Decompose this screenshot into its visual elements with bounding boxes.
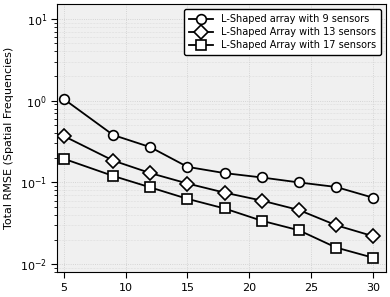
L-Shaped Array with 17 sensors [185,197,190,200]
L-Shaped Array with 13 sensors [148,171,152,175]
L-Shaped array with 9 sensors [222,171,227,175]
L-Shaped Array with 13 sensors [296,208,301,212]
Line: L-Shaped Array with 13 sensors: L-Shaped Array with 13 sensors [59,131,378,241]
L-Shaped Array with 17 sensors [61,157,66,160]
Y-axis label: Total RMSE (Spatial Frequencies): Total RMSE (Spatial Frequencies) [4,47,14,229]
L-Shaped array with 9 sensors [61,97,66,101]
L-Shaped array with 9 sensors [334,185,339,189]
L-Shaped Array with 17 sensors [259,219,264,222]
L-Shaped Array with 17 sensors [222,207,227,210]
L-Shaped array with 9 sensors [185,165,190,169]
Line: L-Shaped array with 9 sensors: L-Shaped array with 9 sensors [59,94,378,203]
L-Shaped Array with 13 sensors [111,159,115,162]
L-Shaped Array with 17 sensors [148,186,152,189]
L-Shaped array with 9 sensors [296,181,301,184]
L-Shaped Array with 17 sensors [296,228,301,232]
Legend: L-Shaped array with 9 sensors, L-Shaped Array with 13 sensors, L-Shaped Array wi: L-Shaped array with 9 sensors, L-Shaped … [184,9,381,55]
L-Shaped Array with 13 sensors [371,234,376,238]
L-Shaped Array with 13 sensors [222,191,227,195]
L-Shaped Array with 13 sensors [334,223,339,227]
L-Shaped Array with 13 sensors [185,182,190,185]
L-Shaped array with 9 sensors [111,133,115,137]
L-Shaped Array with 17 sensors [334,246,339,249]
L-Shaped Array with 13 sensors [61,134,66,138]
L-Shaped Array with 17 sensors [371,256,376,260]
Line: L-Shaped Array with 17 sensors: L-Shaped Array with 17 sensors [59,154,378,263]
L-Shaped Array with 13 sensors [259,199,264,202]
L-Shaped array with 9 sensors [148,145,152,149]
L-Shaped Array with 17 sensors [111,174,115,178]
L-Shaped array with 9 sensors [259,176,264,179]
L-Shaped array with 9 sensors [371,196,376,200]
